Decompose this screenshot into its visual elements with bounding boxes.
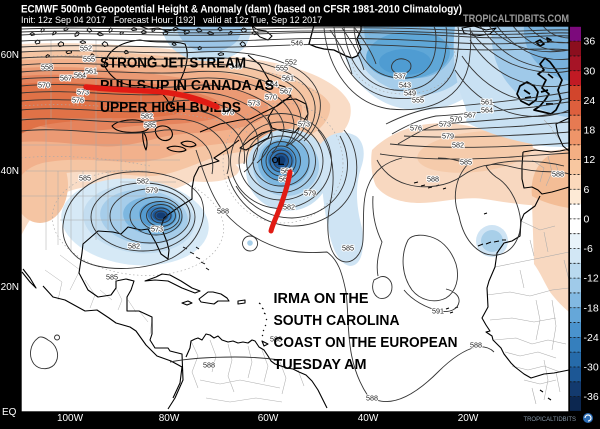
svg-text:573: 573 xyxy=(248,99,260,108)
svg-text:564: 564 xyxy=(74,71,86,80)
svg-text:552: 552 xyxy=(285,58,297,67)
svg-text:585: 585 xyxy=(79,174,91,183)
svg-text:L: L xyxy=(278,156,285,168)
svg-text:561: 561 xyxy=(481,98,493,107)
svg-text:TROPICALTIDBITS.COM: TROPICALTIDBITS.COM xyxy=(463,13,569,25)
svg-text:573: 573 xyxy=(77,88,89,97)
svg-text:579: 579 xyxy=(304,189,316,198)
svg-text:40N: 40N xyxy=(1,166,19,177)
svg-text:582: 582 xyxy=(128,242,140,251)
svg-text:540: 540 xyxy=(230,62,242,71)
svg-text:588: 588 xyxy=(270,335,282,344)
svg-text:ECMWF 500mb Geopotential Heigh: ECMWF 500mb Geopotential Height & Anomal… xyxy=(21,4,462,16)
svg-text:588: 588 xyxy=(366,394,378,403)
svg-text:567: 567 xyxy=(464,111,476,120)
svg-text:582: 582 xyxy=(141,112,153,121)
svg-text:576: 576 xyxy=(222,108,234,117)
svg-text:UPPER HIGH BUILDS: UPPER HIGH BUILDS xyxy=(100,99,241,116)
svg-text:591: 591 xyxy=(432,307,444,316)
svg-text:COAST ON THE EUROPEAN: COAST ON THE EUROPEAN xyxy=(274,334,458,351)
svg-text:549: 549 xyxy=(404,89,416,98)
svg-text:IRMA ON THE: IRMA ON THE xyxy=(274,290,369,307)
svg-text:567: 567 xyxy=(280,87,292,96)
svg-text:543: 543 xyxy=(399,81,411,90)
svg-text:-24: -24 xyxy=(584,332,599,344)
svg-text:552: 552 xyxy=(80,44,92,53)
svg-text:555: 555 xyxy=(412,96,424,105)
svg-text:579: 579 xyxy=(146,186,158,195)
svg-text:60W: 60W xyxy=(258,413,279,424)
svg-text:555: 555 xyxy=(276,64,288,73)
svg-text:582: 582 xyxy=(137,177,149,186)
svg-text:EQ: EQ xyxy=(2,407,17,418)
svg-text:18: 18 xyxy=(584,125,596,137)
svg-text:0: 0 xyxy=(584,213,590,225)
svg-text:567: 567 xyxy=(60,74,72,83)
svg-text:558: 558 xyxy=(41,63,53,72)
svg-text:570: 570 xyxy=(450,115,462,124)
svg-text:564: 564 xyxy=(481,106,493,115)
svg-text:576: 576 xyxy=(72,96,84,105)
svg-text:555: 555 xyxy=(83,55,95,64)
svg-text:12: 12 xyxy=(584,154,596,166)
svg-text:6: 6 xyxy=(584,184,590,196)
svg-text:567: 567 xyxy=(279,175,291,184)
svg-text:588: 588 xyxy=(217,207,229,216)
svg-text:30: 30 xyxy=(584,65,596,77)
svg-text:60N: 60N xyxy=(1,50,19,61)
svg-text:585: 585 xyxy=(106,273,118,282)
svg-text:546: 546 xyxy=(291,39,303,48)
svg-text:-6: -6 xyxy=(584,243,593,255)
svg-text:588: 588 xyxy=(427,175,439,184)
svg-text:573: 573 xyxy=(439,120,451,129)
svg-text:SOUTH CAROLINA: SOUTH CAROLINA xyxy=(274,312,400,329)
svg-text:80W: 80W xyxy=(159,413,180,424)
svg-text:573: 573 xyxy=(298,120,310,129)
svg-text:36: 36 xyxy=(584,36,596,48)
svg-text:-18: -18 xyxy=(584,302,599,314)
svg-text:585: 585 xyxy=(342,244,354,253)
svg-text:585: 585 xyxy=(460,158,472,167)
svg-text:582: 582 xyxy=(452,141,464,150)
svg-text:585: 585 xyxy=(144,121,156,130)
svg-text:20N: 20N xyxy=(1,282,19,293)
svg-text:570: 570 xyxy=(265,93,277,102)
svg-text:24: 24 xyxy=(584,95,596,107)
svg-text:40W: 40W xyxy=(358,413,379,424)
svg-text:537: 537 xyxy=(394,72,406,81)
svg-text:561: 561 xyxy=(281,167,293,176)
svg-text:579: 579 xyxy=(442,132,454,141)
svg-text:-36: -36 xyxy=(584,391,599,403)
svg-text:TROPICALTIDBITS: TROPICALTIDBITS xyxy=(523,417,576,423)
svg-text:STRONG JET STREAM: STRONG JET STREAM xyxy=(100,55,246,72)
svg-text:-12: -12 xyxy=(584,273,599,285)
svg-text:588: 588 xyxy=(470,341,482,350)
svg-text:-30: -30 xyxy=(584,362,599,374)
svg-text:TUESDAY AM: TUESDAY AM xyxy=(274,356,367,373)
svg-text:564: 564 xyxy=(266,80,278,89)
svg-text:561: 561 xyxy=(85,67,97,76)
svg-text:20W: 20W xyxy=(458,413,479,424)
svg-text:573: 573 xyxy=(151,225,163,234)
svg-text:588: 588 xyxy=(203,361,215,370)
svg-text:588: 588 xyxy=(552,170,564,179)
svg-text:582: 582 xyxy=(283,203,295,212)
svg-text:Init: 12z Sep 04 2017 Foreca: Init: 12z Sep 04 2017 Forecast Hour: [19… xyxy=(21,15,322,25)
svg-text:100W: 100W xyxy=(57,413,84,424)
svg-text:570: 570 xyxy=(38,81,50,90)
svg-text:576: 576 xyxy=(410,124,422,133)
svg-text:561: 561 xyxy=(282,74,294,83)
